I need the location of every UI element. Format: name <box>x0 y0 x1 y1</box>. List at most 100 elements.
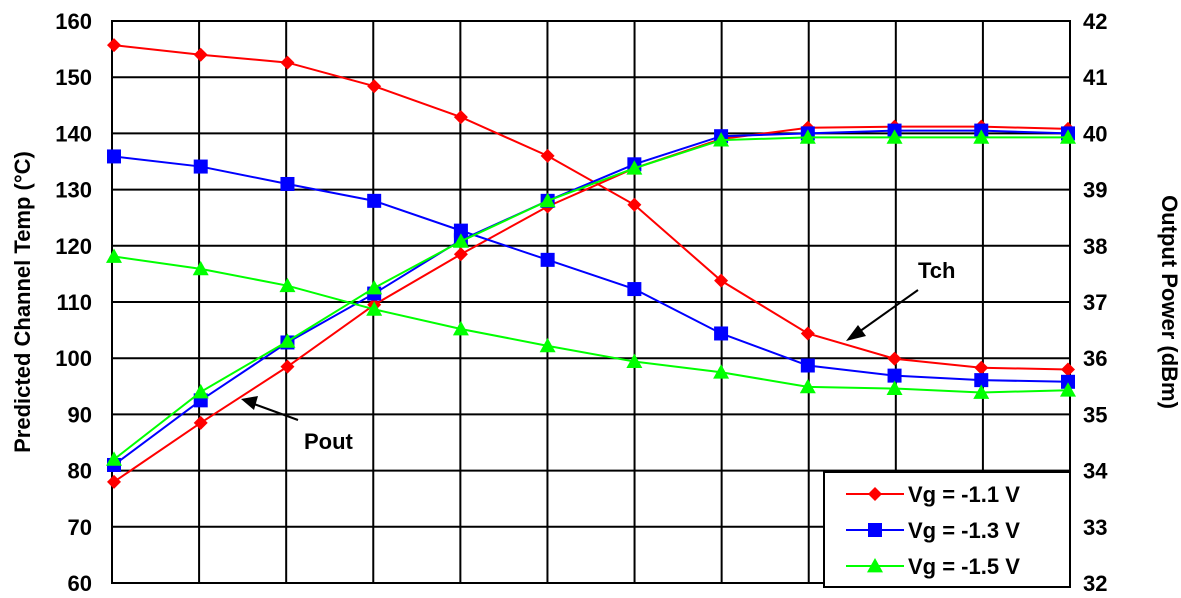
tch-point <box>107 38 121 53</box>
left-tick-label: 130 <box>55 178 92 203</box>
pout-point <box>366 279 383 295</box>
pout-point <box>192 383 209 399</box>
tch-point <box>107 149 121 164</box>
pout-point <box>799 129 816 144</box>
tch-line <box>113 44 1069 371</box>
right-tick-label: 42 <box>1083 9 1107 34</box>
tch-point <box>367 193 382 208</box>
tch-point <box>627 197 642 212</box>
left-tick-label: 150 <box>55 65 92 90</box>
right-axis-ticks: 42 41 40 39 38 37 36 35 34 33 32 <box>1083 9 1108 596</box>
tch-point <box>626 353 643 368</box>
pout-point <box>106 451 122 466</box>
left-tick-label: 70 <box>68 515 92 540</box>
legend-items: Vg = -1.1 V Vg = -1.3 V Vg = -1.5 V <box>846 482 1020 579</box>
tch-annotation: Tch <box>846 258 955 341</box>
tch-point <box>887 368 902 383</box>
legend-label: Vg = -1.5 V <box>908 554 1020 579</box>
series-3 <box>106 129 1076 466</box>
pout-line <box>113 129 1069 466</box>
pout-point <box>539 192 556 208</box>
tch-point <box>627 282 642 297</box>
tch-point <box>367 79 382 94</box>
pout-point <box>713 132 730 147</box>
tch-point <box>800 326 815 341</box>
plot-border <box>111 20 1071 584</box>
left-axis-title: Predicted Channel Temp (°C) <box>10 151 35 453</box>
right-tick-label: 35 <box>1083 402 1107 427</box>
pout-point <box>886 129 903 144</box>
tch-point <box>973 384 990 399</box>
right-tick-label: 37 <box>1083 290 1107 315</box>
pout-point <box>452 233 469 248</box>
tch-point <box>452 320 469 336</box>
left-tick-label: 160 <box>55 9 92 34</box>
tch-point <box>1061 362 1075 377</box>
left-tick-label: 140 <box>55 121 92 146</box>
tch-arrow-head <box>846 325 866 341</box>
tch-point <box>280 176 295 191</box>
tch-point <box>800 358 815 373</box>
tch-point <box>886 380 903 395</box>
pout-annotation: Pout <box>241 396 354 454</box>
pout-point <box>107 474 121 489</box>
pout-point <box>1060 129 1076 144</box>
tch-point <box>193 47 208 62</box>
tch-point <box>1061 374 1075 389</box>
pout-point <box>193 415 208 430</box>
tch-label: Tch <box>918 258 955 283</box>
pout-line <box>113 125 1069 483</box>
right-tick-label: 41 <box>1083 65 1107 90</box>
right-tick-label: 39 <box>1083 178 1107 203</box>
pout-point <box>279 333 296 348</box>
legend-label: Vg = -1.1 V <box>908 482 1020 507</box>
right-tick-label: 38 <box>1083 234 1107 259</box>
tch-point <box>714 273 729 288</box>
pout-point <box>626 160 643 175</box>
pout-arrow-head <box>241 396 258 410</box>
legend-swatch-marker <box>867 558 883 573</box>
left-tick-label: 100 <box>55 346 92 371</box>
series-1 <box>107 38 1075 489</box>
tch-point <box>453 110 468 125</box>
tch-point <box>192 260 209 276</box>
left-tick-label: 60 <box>68 571 92 596</box>
tch-point <box>366 301 383 316</box>
pout-point <box>453 247 468 262</box>
tch-point <box>714 326 729 341</box>
legend-label: Vg = -1.3 V <box>908 518 1020 543</box>
left-tick-label: 90 <box>68 402 92 427</box>
legend-item: Vg = -1.3 V <box>846 518 1020 543</box>
series-layer <box>106 38 1076 489</box>
tch-point <box>279 277 296 293</box>
right-tick-label: 32 <box>1083 571 1107 596</box>
pout-point <box>280 359 295 374</box>
tch-point <box>713 364 730 379</box>
left-tick-label: 80 <box>68 459 92 484</box>
tch-point <box>193 159 208 174</box>
tch-arrow-shaft <box>855 289 919 335</box>
tch-point <box>539 337 556 353</box>
legend: Vg = -1.1 V Vg = -1.3 V Vg = -1.5 V <box>823 471 1071 588</box>
tch-point <box>540 252 555 267</box>
legend-item: Vg = -1.5 V <box>846 554 1020 579</box>
tch-point <box>799 378 816 394</box>
right-tick-label: 34 <box>1083 459 1108 484</box>
tch-point <box>1060 382 1076 397</box>
right-tick-label: 40 <box>1083 121 1107 146</box>
tch-point <box>106 248 122 263</box>
right-axis-title: Output Power (dBm) <box>1157 195 1181 409</box>
tch-point <box>540 148 555 163</box>
pout-label: Pout <box>304 429 354 454</box>
left-tick-label: 120 <box>55 234 92 259</box>
left-tick-label: 110 <box>57 290 93 315</box>
pout-point <box>973 129 990 144</box>
tch-line <box>113 255 1069 394</box>
legend-item: Vg = -1.1 V <box>846 482 1020 507</box>
pout-arrow-shaft <box>253 403 299 421</box>
tch-point <box>280 55 295 70</box>
pout-line <box>113 136 1068 461</box>
right-tick-label: 36 <box>1083 346 1107 371</box>
tch-point <box>887 351 902 366</box>
